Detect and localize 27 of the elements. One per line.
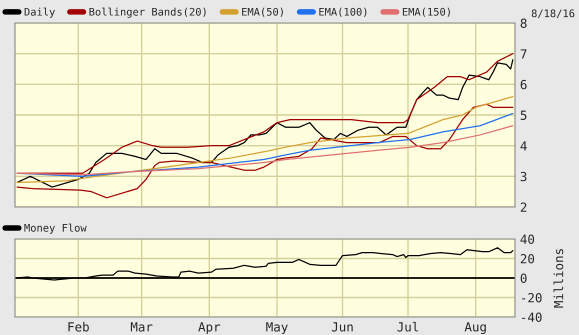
y-tick-label: 2: [520, 202, 526, 212]
legend-label: EMA(150): [402, 8, 450, 17]
y-tick-label: 0: [520, 274, 527, 283]
y-tick-label: 3: [520, 172, 526, 182]
legend-label: Bollinger Bands(20): [89, 8, 206, 18]
y-tick-label: -40: [522, 312, 542, 322]
y-tick-label: -20: [522, 293, 542, 302]
y-tick-label: 40: [520, 234, 534, 244]
y-tick-label: 6: [520, 80, 527, 90]
legend-label: EMA(50): [242, 8, 283, 17]
x-tick-label: Aug: [464, 322, 486, 334]
x-tick-label: May: [266, 322, 288, 334]
legend-label: EMA(100): [319, 8, 366, 17]
y-tick-label: 20: [520, 254, 534, 264]
y-axis-title: Millions: [554, 249, 564, 308]
y-tick-label: 4: [520, 141, 527, 150]
x-tick-label: Jun: [332, 322, 353, 332]
text: 8/18/16: [532, 9, 574, 18]
legend-label: Daily: [24, 8, 55, 18]
y-tick-label: 8: [520, 18, 527, 28]
y-tick-label: 7: [520, 49, 526, 58]
legend-label: Money Flow: [24, 224, 87, 234]
x-tick-label: Jul: [397, 322, 418, 332]
x-tick-label: Feb: [68, 322, 89, 332]
x-tick-label: Mar: [130, 322, 152, 332]
y-tick-label: 5: [520, 110, 526, 120]
x-tick-label: Apr: [198, 322, 220, 334]
